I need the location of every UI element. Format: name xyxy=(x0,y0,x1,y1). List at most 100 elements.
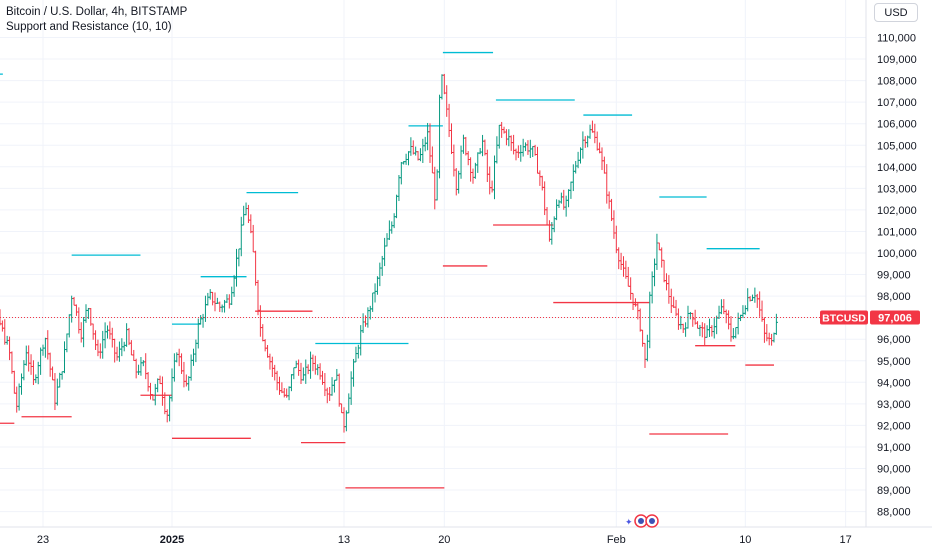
ohlc-bar xyxy=(621,256,626,277)
ohlc-bar xyxy=(74,304,79,316)
indicator-title[interactable]: Support and Resistance (10, 10) xyxy=(6,21,172,33)
ohlc-bar xyxy=(15,386,19,413)
ohlc-bar xyxy=(330,377,334,396)
x-tick-label: 10 xyxy=(739,534,751,546)
y-tick-label: 89,000 xyxy=(877,485,911,497)
y-tick-label: 93,000 xyxy=(877,399,911,411)
ohlc-bar xyxy=(125,323,129,347)
ohlc-bar xyxy=(495,136,499,164)
ohlc-bar xyxy=(108,321,112,340)
ohlc-bar xyxy=(356,344,360,359)
ohlc-bar xyxy=(254,250,258,286)
ohlc-bar xyxy=(731,328,735,340)
ohlc-bar xyxy=(287,386,291,401)
x-tick-label: Feb xyxy=(607,534,626,546)
ohlc-bar xyxy=(27,345,31,372)
ohlc-bar xyxy=(726,310,731,330)
ohlc-bar xyxy=(325,387,329,404)
ohlc-bar xyxy=(648,291,652,349)
ohlc-bar xyxy=(211,291,215,306)
y-tick-label: 110,000 xyxy=(877,33,916,45)
ohlc-bar xyxy=(132,349,136,361)
ohlc-bar xyxy=(17,383,21,411)
ohlc-bar xyxy=(43,337,47,358)
ohlc-bar xyxy=(664,273,669,291)
y-tick-label: 106,000 xyxy=(877,119,917,131)
ohlc-bar xyxy=(29,354,33,375)
ohlc-bar xyxy=(270,356,274,378)
ohlc-bar xyxy=(593,123,597,144)
ohlc-bar xyxy=(48,352,52,377)
ohlc-bar xyxy=(595,131,599,151)
ohlc-bar xyxy=(514,148,518,161)
ohlc-bar xyxy=(669,288,673,314)
ohlc-bar xyxy=(93,330,98,351)
ohlc-bar xyxy=(507,129,511,147)
ohlc-bar xyxy=(196,318,200,349)
currency-button[interactable]: USD xyxy=(874,3,918,22)
ohlc-bar xyxy=(318,363,322,380)
ohlc-bars xyxy=(0,73,778,433)
time-axis: 2320251320Feb1017Mar xyxy=(37,534,852,546)
ohlc-bar xyxy=(328,386,332,402)
ohlc-bar xyxy=(19,373,24,395)
ohlc-bar xyxy=(657,242,661,251)
ohlc-bar xyxy=(535,146,540,174)
ohlc-bar xyxy=(442,73,446,95)
ohlc-bar xyxy=(342,407,346,433)
ohlc-bar xyxy=(234,248,239,287)
ohlc-bar xyxy=(700,322,704,338)
ohlc-bar xyxy=(695,321,700,329)
x-tick-label: 13 xyxy=(338,534,350,546)
ohlc-bar xyxy=(101,330,105,359)
ohlc-bar xyxy=(769,333,774,346)
ohlc-bar xyxy=(60,371,64,380)
ohlc-bar xyxy=(265,344,270,358)
ohlc-bar xyxy=(392,213,396,229)
ohlc-bar xyxy=(614,225,618,254)
ohlc-bar xyxy=(399,161,403,185)
ohlc-bar xyxy=(758,291,762,317)
ohlc-bar xyxy=(182,361,186,388)
ohlc-bar xyxy=(113,338,117,363)
ohlc-bar xyxy=(705,325,709,338)
symbol-title[interactable]: Bitcoin / U.S. Dollar, 4h, BITSTAMP xyxy=(6,6,188,18)
ohlc-bar xyxy=(136,364,141,375)
ohlc-bar xyxy=(643,342,647,368)
ohlc-bar xyxy=(490,180,494,193)
ohlc-bar xyxy=(437,94,442,179)
y-tick-label: 101,000 xyxy=(877,226,917,238)
ohlc-bar xyxy=(361,313,365,334)
y-tick-label: 108,000 xyxy=(877,76,917,88)
ohlc-bar xyxy=(423,136,427,152)
ohlc-bar xyxy=(681,323,685,333)
ohlc-bar xyxy=(734,327,738,339)
ohlc-bar xyxy=(323,373,327,397)
ohlc-bar xyxy=(7,336,12,361)
ohlc-bar xyxy=(242,205,246,226)
y-tick-label: 94,000 xyxy=(877,377,911,389)
event-flags-icon[interactable]: ✦ xyxy=(625,514,659,528)
ohlc-bar xyxy=(569,181,573,199)
price-tag: BTCUSD 97,006 xyxy=(820,310,920,325)
ohlc-bar xyxy=(509,135,513,151)
ohlc-bar xyxy=(187,376,191,391)
ohlc-bar xyxy=(385,233,389,247)
ohlc-bar xyxy=(375,276,380,295)
ohlc-bar xyxy=(313,355,317,375)
chart-grid xyxy=(0,0,866,527)
ohlc-bar xyxy=(96,339,100,357)
ohlc-bar xyxy=(640,329,645,347)
ohlc-bar xyxy=(406,151,411,166)
ohlc-bar xyxy=(218,301,222,312)
ohlc-bar xyxy=(449,123,454,155)
ohlc-bar xyxy=(199,315,203,325)
y-tick-label: 88,000 xyxy=(877,507,911,519)
ohlc-bar xyxy=(476,152,480,173)
ohlc-bar xyxy=(655,233,659,270)
ohlc-bar xyxy=(512,134,516,155)
ohlc-bar xyxy=(774,313,778,335)
ohlc-bar xyxy=(3,319,7,345)
ohlc-bar xyxy=(471,168,475,184)
